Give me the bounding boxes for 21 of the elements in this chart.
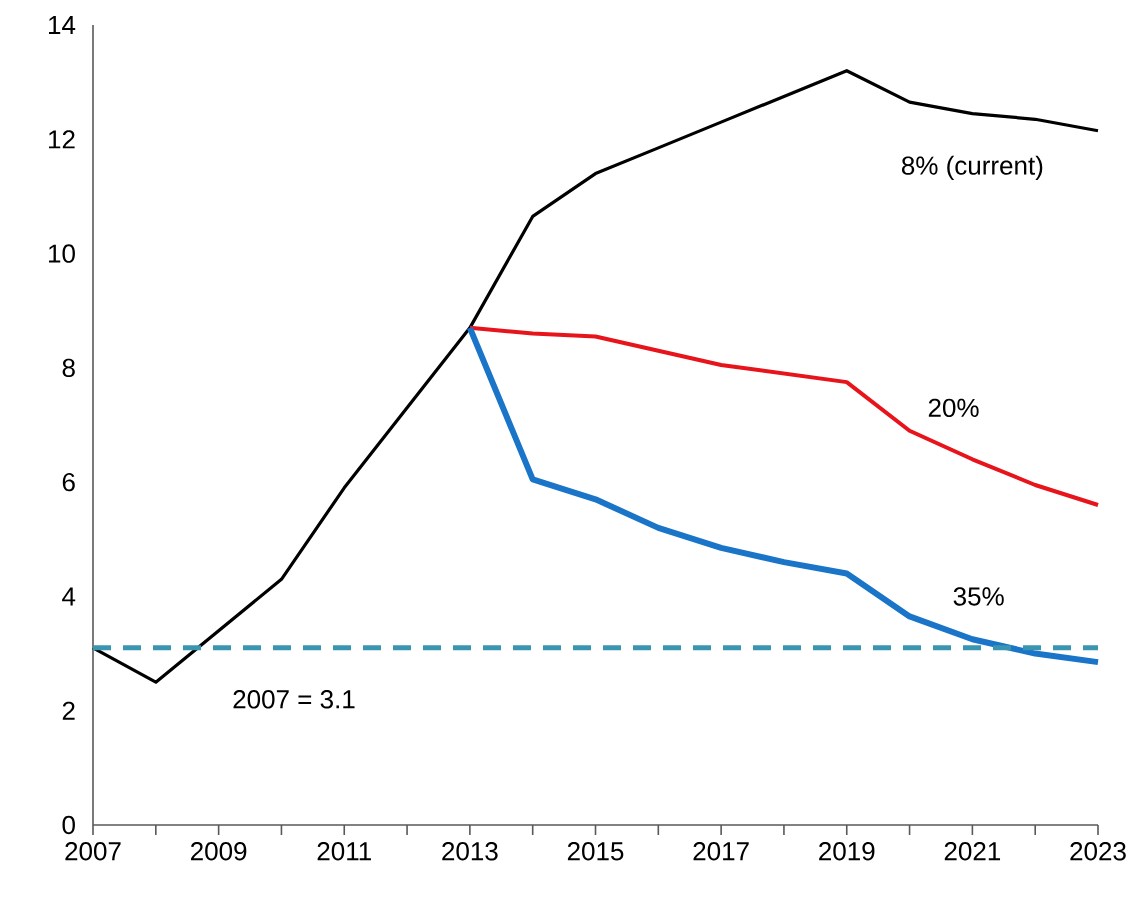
x-tick-label: 2015: [567, 842, 624, 861]
series-label: 8% (current): [901, 155, 1043, 180]
y-tick-label: 12: [49, 130, 75, 149]
series-label: 35%: [953, 587, 1004, 606]
x-tick-label: 2021: [944, 842, 1001, 861]
x-tick-label: 2011: [317, 842, 371, 861]
y-tick-label: 0: [62, 815, 75, 835]
y-tick-label: 2: [62, 701, 75, 720]
y-tick-label: 4: [62, 587, 76, 606]
ref-line-label: 2007 = 3.1: [233, 690, 355, 709]
series-label: 20%: [928, 398, 979, 418]
x-tick-label: 2013: [442, 842, 498, 861]
x-tick-label: 2023: [1070, 842, 1126, 861]
x-tick-label: 2009: [191, 842, 247, 861]
y-tick-label: 6: [62, 472, 75, 492]
y-tick-label: 10: [49, 244, 75, 263]
y-tick-label: 14: [49, 16, 76, 34]
x-tick-label: 2019: [819, 842, 875, 861]
x-tick-label: 2007: [65, 842, 121, 861]
x-tick-label: 2017: [693, 842, 749, 861]
y-tick-label: 8: [62, 358, 75, 378]
